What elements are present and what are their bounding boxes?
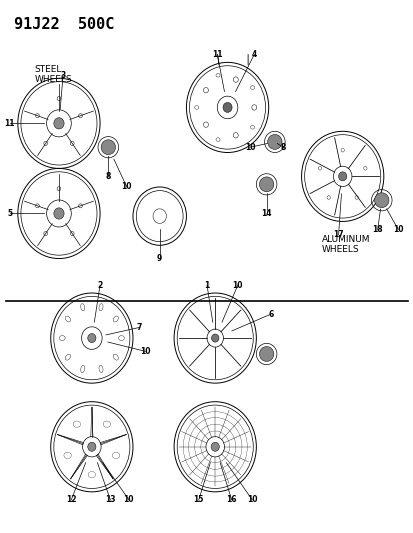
Text: 11: 11: [211, 50, 222, 59]
Text: 10: 10: [232, 280, 242, 289]
Ellipse shape: [36, 114, 39, 118]
Ellipse shape: [113, 354, 118, 360]
Ellipse shape: [78, 114, 82, 118]
Text: 10: 10: [247, 495, 257, 504]
Ellipse shape: [99, 365, 103, 373]
Text: 18: 18: [371, 225, 382, 234]
Ellipse shape: [101, 140, 115, 155]
Ellipse shape: [203, 122, 208, 127]
Text: 17: 17: [332, 230, 343, 239]
Ellipse shape: [363, 166, 366, 170]
Ellipse shape: [57, 96, 61, 101]
Ellipse shape: [233, 133, 238, 138]
Text: 6: 6: [268, 310, 273, 319]
Text: 9: 9: [157, 254, 162, 263]
Ellipse shape: [216, 74, 220, 77]
Ellipse shape: [203, 87, 208, 93]
Ellipse shape: [340, 148, 344, 152]
Text: 10: 10: [392, 225, 403, 234]
Ellipse shape: [64, 453, 71, 458]
Text: 11: 11: [5, 119, 15, 128]
Text: 1: 1: [204, 280, 209, 289]
Text: 16: 16: [226, 495, 236, 504]
Ellipse shape: [81, 365, 85, 373]
Ellipse shape: [65, 354, 70, 360]
Ellipse shape: [88, 442, 96, 451]
Ellipse shape: [113, 316, 118, 322]
Ellipse shape: [211, 442, 219, 451]
Ellipse shape: [318, 166, 321, 170]
Text: 10: 10: [140, 347, 150, 356]
Text: 15: 15: [193, 495, 204, 504]
Text: 5: 5: [7, 209, 12, 218]
Ellipse shape: [78, 204, 82, 208]
Ellipse shape: [267, 134, 281, 149]
Ellipse shape: [99, 304, 103, 311]
Text: 7: 7: [136, 323, 142, 332]
Ellipse shape: [211, 334, 218, 342]
Ellipse shape: [54, 118, 64, 129]
Ellipse shape: [233, 77, 238, 82]
Ellipse shape: [44, 231, 47, 236]
Ellipse shape: [59, 336, 65, 341]
Text: 10: 10: [244, 143, 255, 152]
Text: ALUMINUM
WHEELS: ALUMINUM WHEELS: [321, 235, 370, 254]
Ellipse shape: [54, 208, 64, 219]
Ellipse shape: [194, 106, 198, 109]
Ellipse shape: [88, 334, 96, 343]
Ellipse shape: [112, 453, 119, 458]
Text: 91J22  500C: 91J22 500C: [14, 17, 114, 33]
Ellipse shape: [251, 104, 256, 110]
Ellipse shape: [118, 336, 124, 341]
Ellipse shape: [81, 304, 85, 311]
Text: 8: 8: [105, 172, 111, 181]
Ellipse shape: [338, 172, 346, 181]
Ellipse shape: [57, 187, 61, 191]
Ellipse shape: [70, 141, 74, 146]
Ellipse shape: [36, 204, 39, 208]
Ellipse shape: [73, 421, 81, 427]
Text: STEEL
WHEELS: STEEL WHEELS: [34, 65, 72, 84]
Ellipse shape: [44, 141, 47, 146]
Ellipse shape: [259, 177, 273, 192]
Ellipse shape: [65, 316, 70, 322]
Ellipse shape: [374, 193, 388, 208]
Text: 14: 14: [261, 209, 271, 218]
Ellipse shape: [88, 472, 95, 478]
Text: 10: 10: [121, 182, 132, 191]
Ellipse shape: [216, 138, 220, 141]
Ellipse shape: [250, 86, 254, 90]
Text: 2: 2: [97, 280, 102, 289]
Text: 4: 4: [251, 50, 256, 59]
Text: 3: 3: [60, 71, 66, 80]
Text: 12: 12: [66, 495, 76, 504]
Ellipse shape: [70, 231, 74, 236]
Ellipse shape: [223, 102, 232, 112]
Ellipse shape: [103, 421, 110, 427]
Text: 10: 10: [123, 495, 134, 504]
Ellipse shape: [259, 346, 273, 361]
Text: 8: 8: [280, 143, 285, 152]
Ellipse shape: [250, 125, 254, 129]
Ellipse shape: [354, 196, 358, 199]
Text: 13: 13: [105, 495, 115, 504]
Ellipse shape: [326, 196, 330, 199]
